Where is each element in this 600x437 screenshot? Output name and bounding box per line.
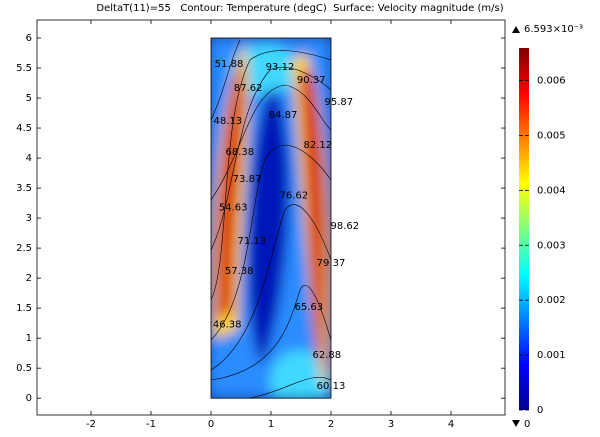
contour-label: 95.87 xyxy=(324,97,353,108)
y-tick-label: 2 xyxy=(26,273,32,284)
colorbar-tick-label: 0.002 xyxy=(537,295,566,306)
contour-label: 79.37 xyxy=(317,258,346,269)
y-tick-label: 5.5 xyxy=(16,63,32,74)
x-tick-label: 2 xyxy=(328,419,334,430)
y-tick-label: 6 xyxy=(26,33,32,44)
colorbar-tick-label: 0.004 xyxy=(537,185,566,196)
x-tick-label: 4 xyxy=(448,419,454,430)
max-marker xyxy=(512,26,520,33)
contour-label: 82.12 xyxy=(303,140,332,151)
y-tick-label: 4.5 xyxy=(16,123,32,134)
contour-label: 76.62 xyxy=(279,190,308,201)
chart-title: DeltaT(11)=55 Contour: Temperature (degC… xyxy=(96,3,503,14)
contour-label: 68.38 xyxy=(225,147,254,158)
y-tick-label: 0.5 xyxy=(16,363,32,374)
contour-label: 90.37 xyxy=(297,75,326,86)
contour-label: 65.63 xyxy=(294,302,323,313)
contour-label: 98.62 xyxy=(330,221,359,232)
contour-label: 54.63 xyxy=(219,202,248,213)
colorbar-tick-label: 0.006 xyxy=(537,76,566,87)
x-tick-label: 1 xyxy=(268,419,274,430)
contour-label: 73.87 xyxy=(233,174,262,185)
y-tick-label: 2.5 xyxy=(16,243,32,254)
contour-label: 84.87 xyxy=(269,110,298,121)
y-tick-label: 0 xyxy=(26,393,32,404)
colorbar-tick-label: 0.001 xyxy=(537,350,566,361)
contour-label: 62.88 xyxy=(312,350,341,361)
y-tick-label: 3.5 xyxy=(16,183,32,194)
contour-label: 51.88 xyxy=(215,59,244,70)
y-tick-label: 3 xyxy=(26,213,32,224)
contour-label: 87.62 xyxy=(234,83,263,94)
y-tick-label: 5 xyxy=(26,93,32,104)
colorbar-min-label: 0 xyxy=(524,419,530,430)
colorbar-tick-label: 0 xyxy=(537,405,543,416)
x-tick-label: -1 xyxy=(146,419,156,430)
contour-label: 71.13 xyxy=(237,236,266,247)
contour-label: 93.12 xyxy=(266,62,295,73)
x-tick-label: 3 xyxy=(388,419,394,430)
colorbar-tick-label: 0.003 xyxy=(537,240,566,251)
contour-label: 57.38 xyxy=(225,266,254,277)
y-tick-label: 4 xyxy=(26,153,32,164)
colorbar-tick-label: 0.005 xyxy=(537,130,566,141)
x-tick-label: -2 xyxy=(86,419,96,430)
contour-label: 48.13 xyxy=(213,116,242,127)
surface-boundary xyxy=(210,37,332,399)
colorbar-max-label: 6.593×10⁻³ xyxy=(524,24,583,35)
y-tick-label: 1 xyxy=(26,333,32,344)
x-tick-label: 0 xyxy=(208,419,214,430)
min-marker xyxy=(512,420,520,427)
contour-label: 60.13 xyxy=(317,381,346,392)
colorbar xyxy=(519,48,529,410)
contour-label: 46.38 xyxy=(213,319,242,330)
y-tick-label: 1.5 xyxy=(16,303,32,314)
velocity-surface xyxy=(211,38,331,399)
